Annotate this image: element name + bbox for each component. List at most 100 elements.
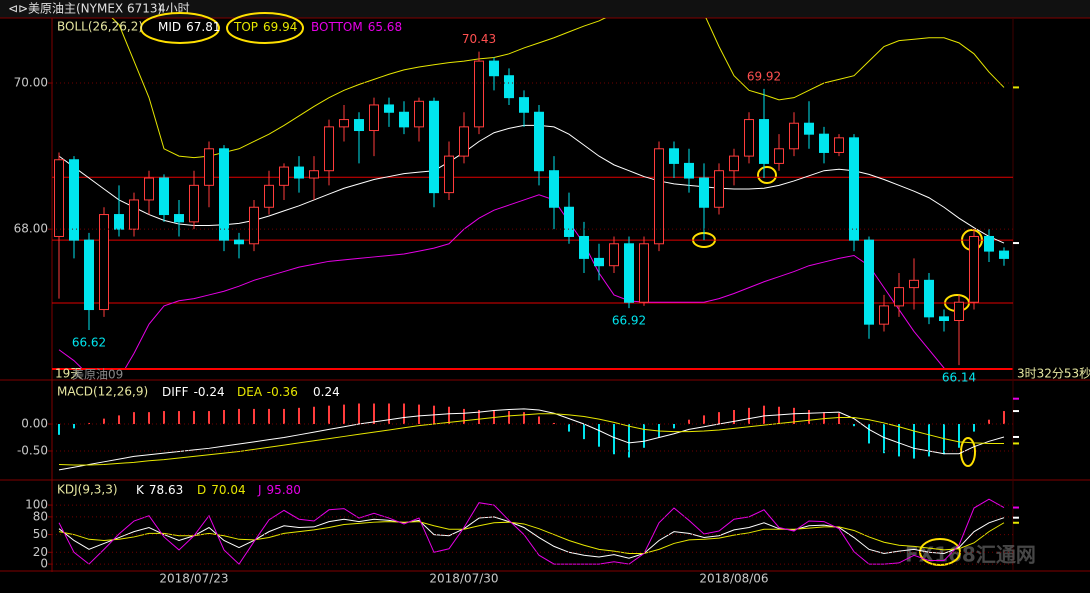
menu-icon[interactable]: ⊲⊳ [8, 2, 28, 16]
candle-body [879, 305, 889, 325]
candle-body [924, 279, 934, 318]
candle-body [204, 148, 214, 186]
highlight-circle [140, 12, 220, 44]
macd-bar [58, 424, 60, 435]
candle-body [909, 279, 919, 289]
panel [58, 498, 1005, 565]
candle-body [489, 60, 499, 77]
macd-bar [148, 412, 150, 425]
macd-bar [793, 407, 795, 425]
candle-body [639, 243, 649, 303]
legend-value: -0.24 [194, 385, 225, 399]
candle-body [84, 239, 94, 311]
candle-body [189, 184, 199, 223]
legend-entry: DIFF -0.24 [162, 385, 225, 399]
legend-name: D [197, 483, 206, 497]
boll-line [111, 18, 1005, 159]
macd-bar [763, 405, 765, 425]
candle-body [129, 199, 139, 230]
macd-bar [478, 409, 480, 425]
candle-body [549, 170, 559, 208]
watermark: FX168汇通网 [905, 543, 1036, 567]
macd-bar [643, 424, 645, 448]
candle-body [279, 166, 289, 186]
candle-body [54, 159, 64, 237]
legend-entry: 0.24 [313, 385, 340, 399]
candle-body [519, 97, 529, 113]
candle-body [954, 301, 964, 322]
period[interactable]: 4小时 [158, 2, 190, 16]
macd-bar [73, 424, 75, 429]
macd-line [58, 408, 1005, 471]
candle-body [804, 122, 814, 135]
candle-body [609, 243, 619, 267]
candle-body [999, 250, 1009, 259]
candle-body [564, 206, 574, 237]
macd-bar [253, 408, 255, 425]
candle-body [984, 235, 994, 252]
candle-body [819, 133, 829, 153]
macd-bar [973, 424, 975, 432]
macd-bar [103, 418, 105, 425]
panel [58, 403, 1005, 471]
candle-body [534, 111, 544, 172]
macd-bar [448, 406, 450, 425]
candle-body [354, 119, 364, 132]
candle-body [114, 214, 124, 230]
macd-bar [313, 406, 315, 425]
macd-bar [508, 411, 510, 425]
candle-body [624, 243, 634, 303]
macd-bar [223, 409, 225, 425]
instrument-title: 美原油主(NYMEX 6713) [28, 2, 162, 16]
macd-bar [748, 407, 750, 425]
macd-bar [673, 424, 675, 429]
legend-entry: J 95.80 [257, 483, 301, 497]
candle-body [894, 287, 904, 307]
macd-bar [463, 408, 465, 425]
macd-bar [868, 424, 870, 444]
macd-bar [688, 419, 690, 425]
macd-bar [88, 422, 90, 425]
legend-name: BOTTOM [311, 20, 363, 34]
legend-entry: BOTTOM 65.68 [311, 20, 402, 34]
legend-name: J [257, 483, 262, 497]
y-tick-label: 80 [33, 509, 48, 523]
candle-body [729, 155, 739, 172]
legend-value: 70.04 [211, 483, 245, 497]
legend-name: MID [158, 20, 181, 34]
indicator-name: KDJ(9,3,3) [57, 483, 118, 497]
panel [52, 18, 1013, 368]
macd-bar [538, 416, 540, 425]
candle-body [69, 159, 79, 241]
macd-bar [373, 403, 375, 425]
macd-bar [568, 424, 570, 432]
candle-body [174, 214, 184, 223]
macd-bar [928, 424, 930, 457]
legend-value: -0.36 [267, 385, 298, 399]
candle-body [159, 177, 169, 216]
legend-value: 65.68 [368, 20, 402, 34]
candle-body [309, 170, 319, 179]
candle-body [459, 126, 469, 157]
legend-value: 0.24 [313, 385, 340, 399]
candle-body [429, 100, 439, 194]
candle-body [504, 75, 514, 99]
candle-body [219, 148, 229, 241]
y-tick-label: 100 [25, 498, 48, 512]
legend-entry: TOP 69.94 [233, 20, 297, 34]
macd-bar [268, 408, 270, 425]
candle-body [474, 60, 484, 128]
candle-body [849, 137, 859, 241]
macd-bar [328, 405, 330, 425]
highlight-circle [960, 437, 976, 467]
kdj-line [58, 498, 1005, 565]
macd-bar [163, 411, 165, 425]
x-tick-label: 2018/07/23 [159, 572, 228, 586]
legend-entry: K 78.63 [136, 483, 183, 497]
legend-value: 69.94 [263, 20, 297, 34]
candle-body [264, 184, 274, 208]
legend-entry: MID 67.81 [158, 20, 221, 34]
macd-bar [418, 404, 420, 425]
